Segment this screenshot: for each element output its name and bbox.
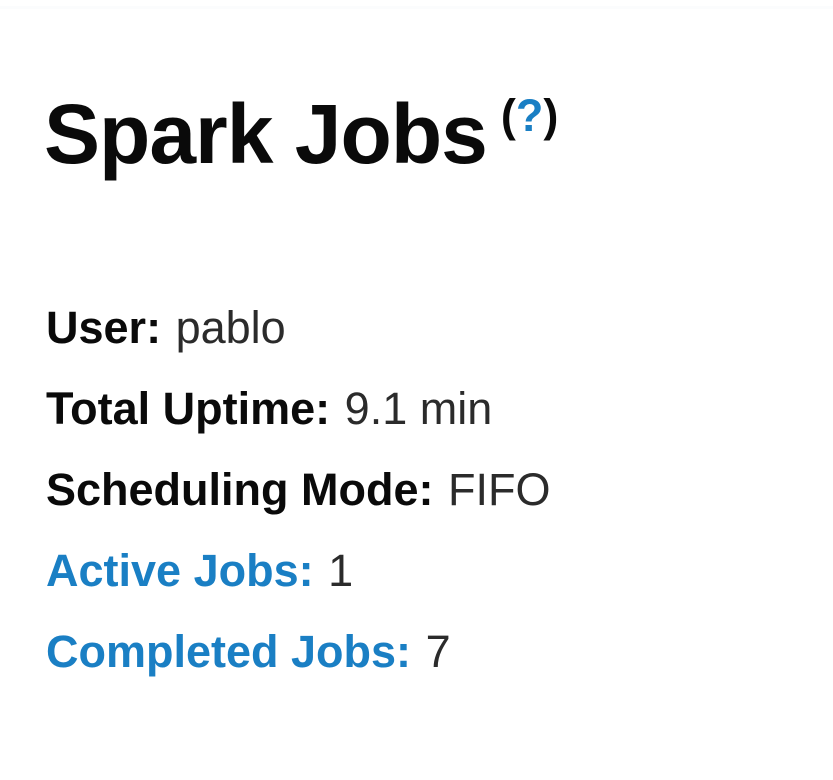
summary-value-total-uptime: 9.1 min [344,383,493,434]
help-icon[interactable]: ? [515,90,544,141]
list-item-scheduling-mode: Scheduling Mode: FIFO [46,449,551,530]
list-item-completed-jobs: Completed Jobs: 7 [46,611,551,692]
completed-jobs-link[interactable]: Completed Jobs: [46,626,412,677]
summary-value-active-jobs: 1 [328,545,354,596]
summary-value-completed-jobs: 7 [425,626,451,677]
help-annotation: (?) [501,90,559,141]
help-close-paren: ) [543,90,559,141]
page-title-text: Spark Jobs [44,87,488,181]
summary-label-scheduling-mode: Scheduling Mode: [46,464,434,515]
active-jobs-link[interactable]: Active Jobs: [46,545,314,596]
summary-value-scheduling-mode: FIFO [448,464,551,515]
navbar-bottom-edge [0,6,833,9]
job-summary-list: User: pablo Total Uptime: 9.1 min Schedu… [46,287,551,692]
summary-value-user: pablo [175,302,286,353]
summary-label-total-uptime: Total Uptime: [46,383,331,434]
list-item-user: User: pablo [46,287,551,368]
page-title: Spark Jobs (?) [44,92,558,176]
list-item-total-uptime: Total Uptime: 9.1 min [46,368,551,449]
summary-label-user: User: [46,302,162,353]
list-item-active-jobs: Active Jobs: 1 [46,530,551,611]
help-open-paren: ( [500,90,516,141]
